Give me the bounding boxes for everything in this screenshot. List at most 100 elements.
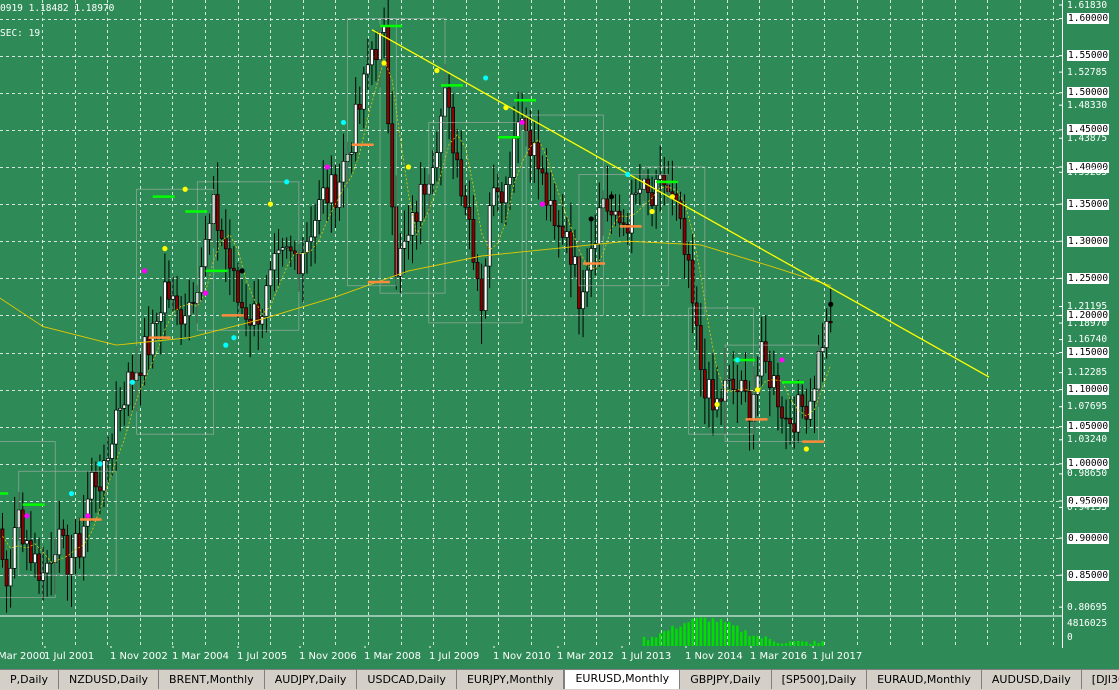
signal-dot	[503, 105, 509, 111]
candle-bull	[573, 256, 577, 265]
candle-bear	[569, 231, 573, 265]
signal-dot	[405, 164, 412, 170]
signal-dot	[381, 60, 387, 66]
price-chart[interactable]	[0, 0, 1063, 648]
candle-bear	[804, 406, 809, 420]
time-axis-label: 1 Jul 2001	[44, 651, 95, 662]
signal-dot	[223, 342, 229, 348]
volume-bar	[695, 618, 698, 646]
signal-dot	[734, 357, 740, 363]
chart-tab[interactable]: BRENT,Monthly	[159, 670, 265, 689]
volume-bar	[659, 633, 662, 646]
candle-bear	[390, 123, 395, 208]
chart-tab[interactable]: [SP500],Daily	[772, 670, 868, 689]
candle-bull	[154, 321, 159, 324]
candle-bear	[621, 222, 626, 225]
candle-bull	[252, 303, 257, 326]
volume-bar	[687, 622, 690, 646]
candle-bull	[633, 192, 638, 195]
candle-bear	[540, 168, 545, 174]
price-tick-label: 1.21195	[1067, 301, 1108, 313]
candle-bull	[430, 167, 435, 185]
volume-bar	[663, 631, 666, 646]
volume-bar	[671, 625, 674, 646]
volume-bar	[675, 628, 678, 646]
candle-bull	[203, 239, 208, 268]
candle-bull	[585, 269, 589, 293]
chart-tab[interactable]: NZDUSD,Daily	[59, 670, 160, 689]
candle-bear	[451, 106, 455, 154]
price-tick-label: 1.30000	[1067, 235, 1110, 247]
candle-bull	[199, 266, 204, 293]
candle-bear	[98, 486, 102, 492]
price-tick-label: 1.52785	[1067, 66, 1108, 78]
candle-bull	[305, 241, 309, 254]
candle-bull	[613, 210, 618, 216]
candle-bull	[491, 187, 496, 207]
candle-bull	[410, 212, 415, 236]
volume-bar	[646, 640, 650, 646]
time-axis-label: 1 Mar 2008	[364, 651, 422, 662]
signal-dot	[97, 461, 103, 467]
candle-bull	[317, 199, 322, 221]
volume-bar	[691, 618, 694, 646]
candle-bear	[792, 423, 797, 433]
chart-tab[interactable]: USDCAD,Daily	[357, 670, 457, 689]
volume-bar	[740, 631, 743, 646]
candle-bull	[402, 240, 407, 249]
volume-bar	[797, 640, 800, 646]
candle-bear	[130, 371, 135, 381]
candle-bear	[471, 219, 476, 263]
price-tick-label: 1.12285	[1067, 367, 1108, 379]
candle-bull	[187, 302, 192, 317]
candle-bear	[244, 307, 248, 320]
signal-dot	[608, 194, 615, 200]
chart-tab[interactable]: AUDJPY,Daily	[265, 670, 358, 689]
volume-bar	[801, 641, 804, 646]
volume-bar	[784, 643, 788, 646]
candle-bear	[703, 369, 707, 399]
candle-bear	[767, 361, 772, 388]
range-box	[578, 174, 669, 287]
candle-bull	[638, 188, 642, 194]
volume-bar	[683, 623, 686, 646]
chart-tab[interactable]: EURJPY,Monthly	[457, 670, 565, 689]
candle-bear	[325, 187, 330, 204]
chart-tab[interactable]: EURAUD,Monthly	[867, 670, 982, 689]
candle-bull	[564, 231, 569, 238]
chart-tab[interactable]: EURUSD,Monthly	[564, 670, 681, 689]
chart-tab[interactable]: AUDUSD,Daily	[982, 670, 1082, 689]
candle-bear	[690, 259, 695, 304]
candle-bear	[414, 212, 419, 222]
chart-tab[interactable]: GBPJPY,Daily	[680, 670, 772, 689]
chart-tab[interactable]: [DJI30],Daily	[1082, 670, 1119, 689]
candle-bear	[694, 302, 699, 326]
candle-bear	[256, 303, 261, 325]
signal-dot	[324, 164, 330, 170]
candle-bear	[552, 200, 557, 227]
candle-bear	[605, 198, 610, 212]
price-scale[interactable]: 1.61830 1.60000 1.55000 1.52785 1.50000 1.483…	[1063, 0, 1119, 616]
price-tick-label: 1.03240	[1067, 434, 1108, 446]
candle-bull	[85, 498, 90, 527]
range-box	[136, 188, 215, 435]
candle-bull	[341, 160, 346, 183]
chart-tab[interactable]: P,Daily	[0, 670, 59, 689]
price-tick-label: 1.61830	[1067, 0, 1108, 11]
candle-bull	[707, 379, 711, 399]
candle-bear	[459, 159, 464, 197]
chart-window[interactable]: 0919 1.18482 1.18970 SEC: 19 1.61830 1.60…	[0, 0, 1119, 669]
signal-dot	[68, 490, 75, 497]
candle-bull	[629, 193, 634, 234]
range-box	[688, 307, 754, 435]
candle-bull	[280, 247, 285, 251]
candle-bull	[755, 375, 760, 395]
candle-bull	[158, 312, 163, 322]
candle-bull	[284, 246, 289, 249]
candle-bear	[227, 248, 232, 269]
signal-dot	[141, 268, 148, 274]
time-axis-label: 1 Mar 2004	[172, 651, 230, 662]
candle-bear	[0, 528, 5, 560]
volume-bar	[667, 630, 670, 646]
candle-bull	[349, 152, 354, 155]
